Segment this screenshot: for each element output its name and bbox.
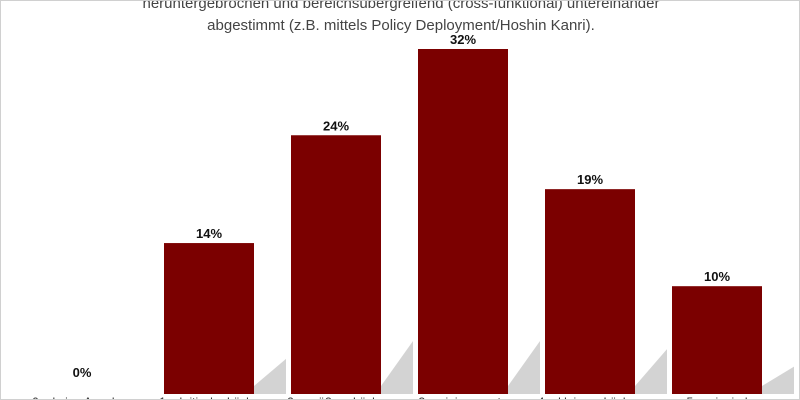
bar [291,135,381,394]
category-label: 1 = kritische Lücke [159,395,259,400]
category-label: 2 = größere Lücke [287,395,385,400]
value-label: 32% [450,32,476,47]
value-label: 19% [577,172,603,187]
bar [672,286,762,394]
bar [545,189,635,394]
chart-title: heruntergebrochen und bereichsübergreife… [1,0,799,37]
category-label: 5 = wir sind [686,395,747,400]
value-label: 10% [704,269,730,284]
bar [418,49,508,394]
labels: 0% 0 = keine Angaben 14% 1 = kritische Lück… [32,32,747,400]
bar-shadow [762,366,794,394]
bar-shadows [254,341,794,394]
category-label: 4 = kleinere Lücken [538,395,642,400]
value-label: 14% [196,226,222,241]
bars [164,49,762,394]
bar-shadow [508,341,540,394]
bar-shadow [254,358,286,394]
chart-title-line-2: abgestimmt (z.B. mittels Policy Deployme… [207,17,595,34]
bar-shadow [381,341,413,394]
chart-title-line-1: heruntergebrochen und bereichsübergreife… [142,0,660,12]
category-label: 0 = keine Angaben [32,395,132,400]
category-label: 3 = einige ernste [418,395,507,400]
bar [164,243,254,394]
bar-shadow [635,349,667,394]
value-label: 24% [323,118,349,133]
value-label: 0% [73,365,92,380]
